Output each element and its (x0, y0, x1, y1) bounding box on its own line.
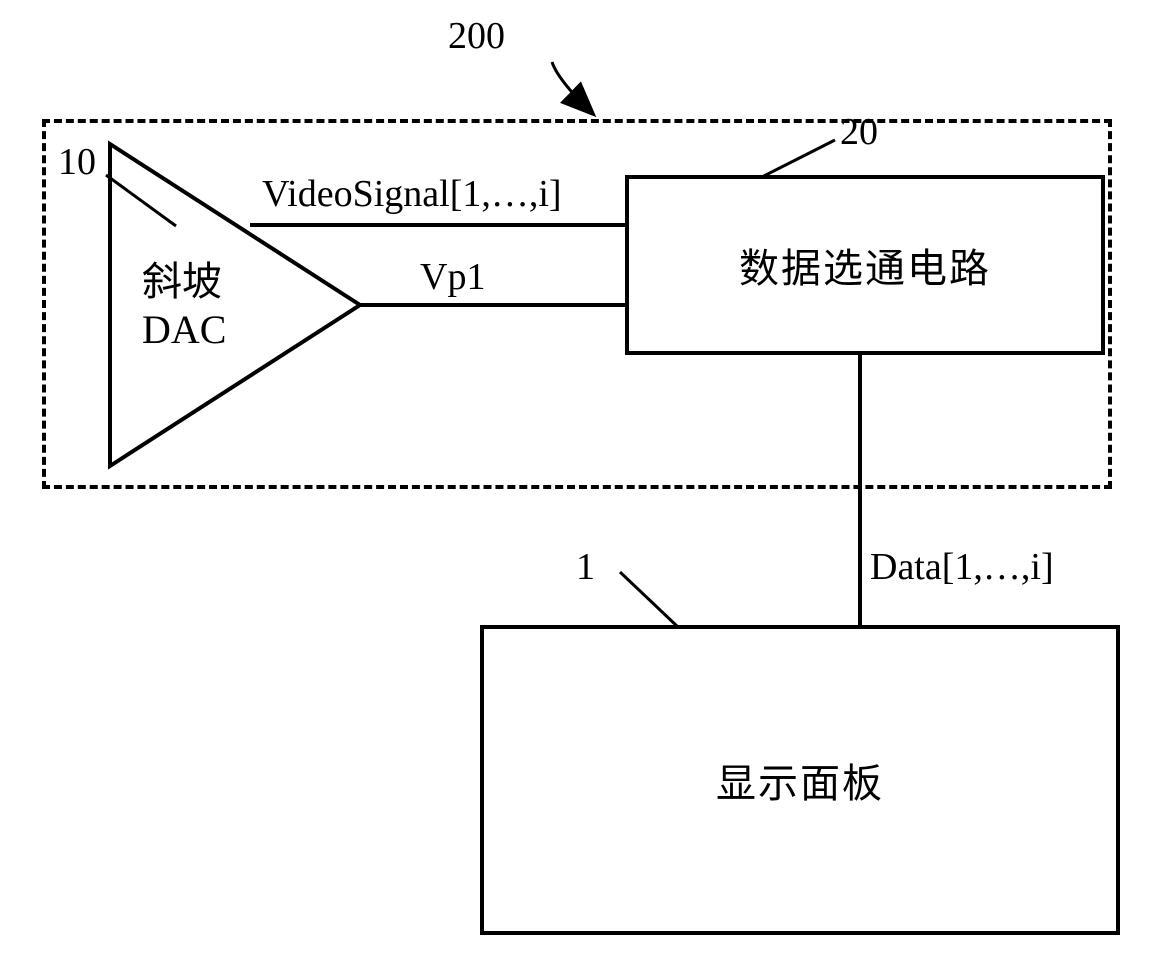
data-label: Data[1,…,i] (870, 545, 1054, 589)
mux-block: 数据选通电路 (625, 175, 1105, 355)
dac-ref-label: 10 (58, 140, 96, 184)
diagram-canvas: 斜坡 DAC 数据选通电路 显示面板 200 10 20 1 VideoSign… (0, 0, 1158, 966)
dac-block-text: 斜坡 DAC (142, 258, 226, 354)
vp1-label: Vp1 (420, 255, 485, 299)
dac-text-line1: 斜坡 (142, 258, 226, 306)
arrow-200 (552, 62, 592, 113)
panel-block: 显示面板 (480, 625, 1120, 935)
leader-1 (620, 572, 679, 628)
dac-text-line2: DAC (142, 306, 226, 354)
video-signal-label: VideoSignal[1,…,i] (262, 172, 562, 216)
leader-20 (760, 140, 835, 178)
mux-ref-label: 20 (840, 110, 878, 154)
mux-block-text: 数据选通电路 (739, 236, 991, 294)
panel-ref-label: 1 (576, 545, 595, 589)
panel-block-text: 显示面板 (716, 751, 884, 809)
system-ref-label: 200 (448, 14, 505, 58)
